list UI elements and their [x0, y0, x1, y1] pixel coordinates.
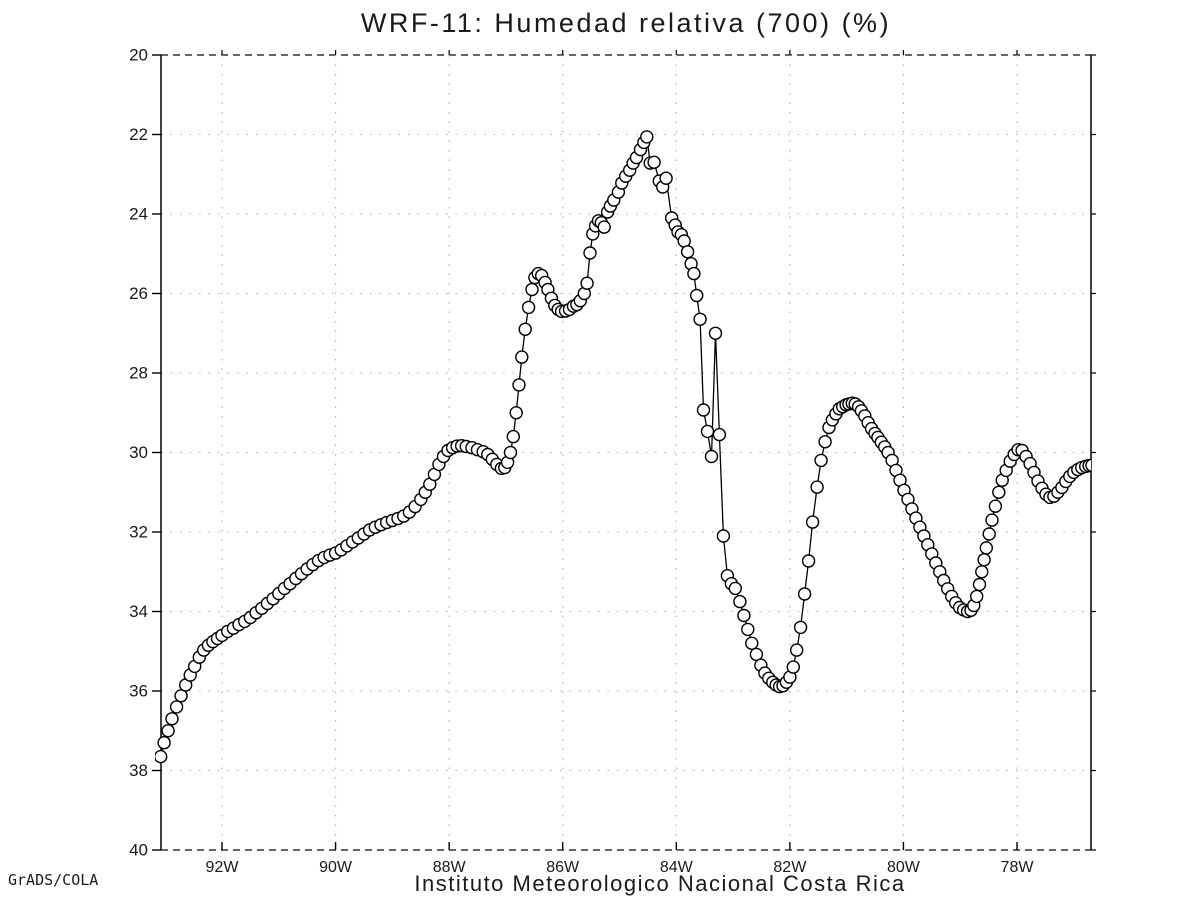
data-point-marker — [992, 485, 1006, 499]
data-point-marker — [972, 577, 987, 592]
data-point-marker — [977, 553, 991, 567]
x-tick-label: 78W — [1001, 859, 1035, 876]
data-point-marker — [737, 608, 751, 623]
data-point-marker — [793, 620, 808, 635]
page-title: WRF-11: Humedad relativa (700) (%) — [360, 8, 892, 38]
data-point-marker — [157, 736, 171, 750]
y-tick-label: 34 — [129, 602, 148, 621]
data-point-marker — [805, 515, 820, 529]
y-tick-label: 38 — [129, 761, 148, 780]
data-point-marker — [583, 246, 597, 260]
data-point-marker — [797, 587, 812, 601]
data-point-marker — [716, 529, 731, 543]
data-point-marker — [786, 660, 800, 674]
data-point-marker — [155, 749, 168, 764]
data-point-marker — [521, 300, 536, 315]
y-tick-label: 24 — [129, 205, 148, 224]
x-tick-label: 86W — [546, 859, 580, 876]
y-tick-label: 30 — [129, 443, 148, 462]
data-point-marker — [975, 565, 989, 579]
data-series — [155, 130, 1091, 764]
y-tick-label: 22 — [129, 125, 148, 144]
data-point-marker — [745, 636, 759, 650]
axis-frame — [152, 50, 1096, 851]
data-point-marker — [810, 480, 824, 494]
data-point-marker — [693, 312, 707, 326]
x-tick-label: 80W — [887, 859, 921, 876]
data-point-marker — [970, 589, 984, 604]
data-point-marker — [818, 435, 832, 449]
data-point-marker — [597, 220, 611, 234]
data-point-marker — [580, 276, 594, 290]
data-point-marker — [680, 245, 695, 259]
data-point-marker — [712, 427, 727, 442]
data-point-marker — [647, 155, 661, 170]
data-point-marker — [1085, 458, 1091, 472]
data-point-marker — [169, 700, 184, 714]
data-point-marker — [814, 453, 828, 468]
x-tick-label: 88W — [433, 859, 467, 876]
data-point-marker — [509, 406, 523, 420]
data-point-marker — [687, 266, 701, 281]
data-point-marker — [506, 429, 520, 444]
data-point-marker — [165, 712, 179, 726]
y-tick-label: 26 — [129, 284, 148, 303]
y-tick-label: 40 — [129, 841, 148, 860]
x-tick-label: 90W — [319, 859, 353, 876]
data-point-marker — [728, 581, 742, 596]
data-point-marker — [741, 622, 755, 637]
data-point-marker — [696, 403, 711, 417]
data-point-marker — [988, 499, 1003, 513]
x-tick-label: 84W — [660, 859, 694, 876]
data-point-marker — [708, 326, 723, 340]
y-tick-label: 36 — [129, 682, 148, 701]
x-tick-label: 82W — [773, 859, 807, 876]
data-point-marker — [515, 350, 529, 364]
data-point-marker — [659, 171, 673, 185]
data-point-marker — [704, 449, 719, 464]
data-point-marker — [512, 378, 526, 392]
data-point-marker — [700, 424, 715, 439]
data-point-marker — [525, 282, 539, 297]
series-line — [160, 134, 1091, 757]
data-point-marker — [161, 724, 175, 738]
gridlines — [161, 54, 1091, 851]
data-point-marker — [801, 554, 816, 568]
x-tick-label: 92W — [206, 859, 240, 876]
data-point-marker — [982, 527, 996, 541]
y-tick-label: 32 — [129, 523, 148, 542]
data-point-marker — [518, 322, 532, 336]
grads-cola-watermark: GrADS/COLA — [8, 871, 99, 889]
data-point-marker — [979, 541, 993, 555]
data-point-marker — [640, 130, 654, 144]
data-point-marker — [985, 513, 999, 527]
data-point-marker — [690, 288, 704, 303]
footer-caption: Instituto Meteorologico Nacional Costa R… — [414, 871, 906, 896]
data-point-marker — [790, 643, 804, 657]
data-point-marker — [733, 594, 747, 609]
axis-tick-labels: 20 22 24 26 28 30 32 34 36 38 40 92W 90W 88W 86W 84W 82W… — [129, 46, 1034, 877]
data-point-marker — [503, 445, 518, 460]
y-tick-label: 28 — [129, 364, 148, 383]
y-tick-label: 20 — [129, 46, 148, 65]
